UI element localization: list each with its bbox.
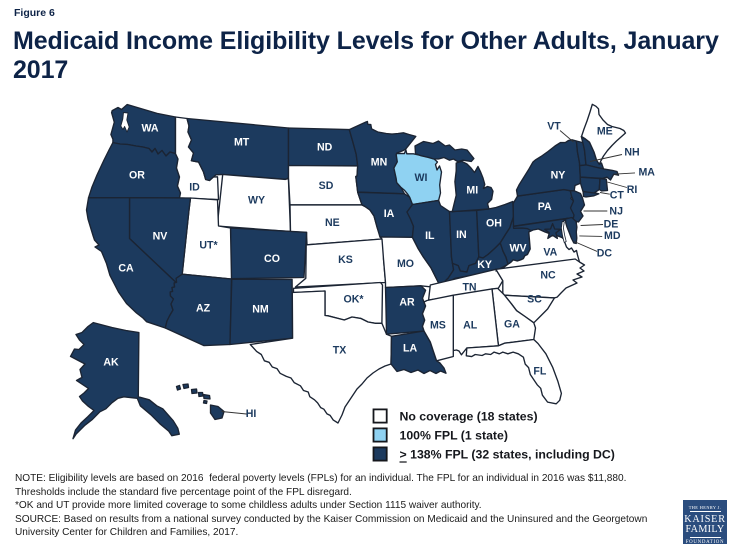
svg-text:OR: OR <box>129 170 145 182</box>
svg-text:HI: HI <box>246 408 257 420</box>
svg-text:MA: MA <box>638 167 655 179</box>
svg-text:ID: ID <box>189 181 200 193</box>
svg-text:NY: NY <box>551 169 566 181</box>
svg-text:SC: SC <box>527 294 542 306</box>
svg-text:MT: MT <box>234 136 250 148</box>
svg-text:TN: TN <box>462 282 476 294</box>
svg-text:MD: MD <box>604 230 621 242</box>
svg-text:MS: MS <box>430 320 446 332</box>
svg-text:WI: WI <box>415 172 428 184</box>
svg-text:CO: CO <box>264 253 280 265</box>
svg-text:MO: MO <box>397 258 414 270</box>
svg-text:DC: DC <box>597 247 613 259</box>
svg-text:MN: MN <box>371 156 387 168</box>
svg-text:NH: NH <box>624 146 639 158</box>
svg-text:AL: AL <box>463 320 478 332</box>
svg-text:VT: VT <box>547 121 561 133</box>
svg-text:OH: OH <box>486 218 502 230</box>
svg-text:NJ: NJ <box>609 205 623 217</box>
svg-text:OK*: OK* <box>343 294 364 306</box>
svg-text:UT*: UT* <box>199 240 218 252</box>
svg-text:NM: NM <box>252 303 269 315</box>
svg-text:FL: FL <box>533 366 546 378</box>
svg-text:ND: ND <box>317 141 333 153</box>
svg-text:ME: ME <box>597 125 613 137</box>
svg-text:WA: WA <box>141 123 158 135</box>
svg-text:VA: VA <box>543 247 557 259</box>
svg-text:> 138% FPL (32 states, includi: > 138% FPL (32 states, including DC) <box>400 447 615 461</box>
svg-text:IA: IA <box>384 208 395 220</box>
svg-text:AK: AK <box>103 357 119 369</box>
svg-text:GA: GA <box>504 319 520 331</box>
svg-text:IN: IN <box>456 229 467 241</box>
svg-text:AR: AR <box>399 296 415 308</box>
svg-text:RI: RI <box>627 184 638 196</box>
svg-text:NE: NE <box>325 217 340 229</box>
svg-text:CT: CT <box>610 190 625 202</box>
svg-text:SD: SD <box>319 180 334 192</box>
svg-text:AZ: AZ <box>196 303 211 315</box>
svg-text:No coverage (18 states): No coverage (18 states) <box>400 409 538 423</box>
svg-text:DE: DE <box>604 218 619 230</box>
svg-text:WV: WV <box>509 243 526 255</box>
svg-text:KY: KY <box>477 259 492 271</box>
svg-text:PA: PA <box>538 201 552 213</box>
svg-text:CA: CA <box>118 263 134 275</box>
svg-text:100% FPL (1 state): 100% FPL (1 state) <box>400 428 508 442</box>
svg-text:MI: MI <box>466 184 478 196</box>
svg-text:LA: LA <box>403 343 417 355</box>
svg-text:NV: NV <box>153 231 168 243</box>
svg-text:TX: TX <box>333 344 347 356</box>
svg-text:KS: KS <box>338 254 353 266</box>
svg-text:WY: WY <box>248 195 265 207</box>
svg-text:NC: NC <box>540 269 556 281</box>
svg-text:IL: IL <box>425 230 435 242</box>
